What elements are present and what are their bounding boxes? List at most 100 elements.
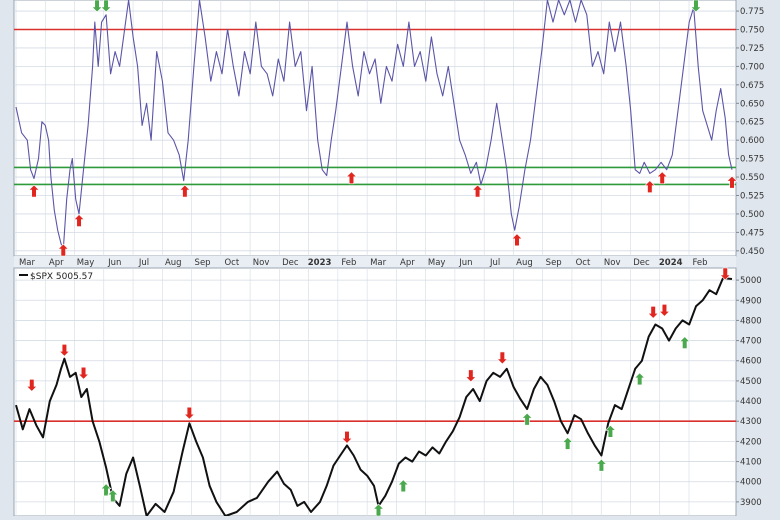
- x-month-label: Mar: [370, 258, 387, 268]
- y-tick-label: 0.600: [740, 136, 764, 146]
- x-month-label: Nov: [253, 258, 270, 268]
- green-signal-arrow: [690, 0, 702, 13]
- green-signal-arrow: [397, 479, 409, 493]
- oscillator-grid: [14, 0, 736, 256]
- green-signal-arrow: [521, 412, 533, 426]
- x-month-label: Apr: [49, 258, 64, 268]
- x-month-label: Jul: [489, 258, 500, 268]
- spx-series: [15, 277, 733, 517]
- oscillator-series: [15, 0, 733, 250]
- x-month-label: Jun: [107, 258, 121, 268]
- y-tick-label: 4800: [740, 316, 762, 326]
- x-month-label: May: [77, 258, 95, 268]
- green-signal-arrow: [678, 336, 691, 349]
- red-signal-arrow: [656, 171, 668, 185]
- oscillator-reference-lines: [14, 28, 736, 186]
- y-tick-label: 0.450: [740, 247, 764, 257]
- y-tick-label: 0.575: [740, 155, 764, 165]
- spx-signal-arrows: [26, 267, 731, 517]
- x-month-label: May: [428, 258, 446, 268]
- red-signal-arrow: [26, 379, 38, 392]
- x-month-label: Feb: [692, 258, 707, 268]
- x-month-label: Apr: [400, 258, 415, 268]
- green-signal-arrow: [100, 483, 112, 497]
- x-month-label: Feb: [341, 258, 356, 268]
- y-tick-label: 4000: [740, 478, 762, 488]
- y-tick-label: 4400: [740, 397, 762, 407]
- x-month-label: Mar: [19, 258, 36, 268]
- y-tick-label: 4900: [740, 296, 762, 306]
- red-signal-arrow: [644, 180, 656, 193]
- x-month-label: Dec: [633, 258, 650, 268]
- y-tick-label: 5000: [740, 276, 762, 286]
- red-signal-arrow: [341, 431, 353, 444]
- spx-legend-label: $SPX 5005.57: [30, 272, 93, 282]
- y-tick-label: 4300: [740, 417, 762, 427]
- month-axis-band: [14, 256, 736, 268]
- red-signal-arrow: [511, 233, 523, 247]
- red-signal-arrow: [726, 175, 738, 189]
- y-tick-label: 0.775: [740, 7, 764, 17]
- red-signal-arrow: [345, 171, 358, 185]
- y-tick-label: 4700: [740, 337, 762, 347]
- y-tick-label: 4200: [740, 437, 762, 447]
- green-signal-arrow: [107, 489, 119, 503]
- y-tick-label: 4100: [740, 458, 762, 468]
- oscillator-plot-area: [13, 0, 737, 257]
- x-month-label: Jun: [458, 258, 472, 268]
- y-tick-label: 0.475: [740, 228, 764, 238]
- spx-legend: $SPX 5005.57: [19, 272, 93, 282]
- x-month-label: 2024: [659, 258, 683, 268]
- y-tick-label: 4600: [740, 357, 762, 367]
- red-signal-arrow: [58, 343, 71, 357]
- x-month-label: Oct: [224, 258, 239, 268]
- red-signal-arrow: [647, 306, 659, 319]
- x-month-label: Sep: [195, 258, 211, 268]
- oscillator-panel: 0.450 0.475 0.500 0.525 0.550 0.575 0.600 0.625…: [13, 0, 764, 257]
- red-signal-arrow: [28, 184, 40, 198]
- red-signal-arrow: [471, 184, 484, 198]
- month-axis: Mar Apr May Jun Jul Aug Sep Oct Nov Dec 2023 Feb Mar…: [14, 256, 736, 268]
- y-tick-label: 0.550: [740, 173, 764, 183]
- y-tick-label: 0.625: [740, 118, 764, 128]
- y-tick-label: 4500: [740, 377, 762, 387]
- red-signal-arrow: [179, 184, 191, 198]
- green-signal-arrow: [595, 458, 608, 472]
- green-signal-arrow: [561, 436, 574, 450]
- x-month-label: Sep: [546, 258, 562, 268]
- green-signal-arrow: [604, 424, 617, 438]
- red-signal-arrow: [496, 351, 509, 365]
- y-tick-label: 0.725: [740, 44, 764, 54]
- y-tick-label: 0.750: [740, 26, 764, 36]
- spx-panel: 3900 4000 4100 4200 4300 4400 4500 4600 4700 4800…: [13, 267, 762, 517]
- x-month-label: Dec: [282, 258, 299, 268]
- spx-y-ticks: 3900 4000 4100 4200 4300 4400 4500 4600 4700 4800…: [736, 276, 762, 508]
- x-month-label: Aug: [165, 258, 182, 268]
- spx-plot-area: [13, 267, 737, 517]
- oscillator-y-ticks: 0.450 0.475 0.500 0.525 0.550 0.575 0.600 0.625…: [736, 7, 764, 257]
- red-signal-arrow: [658, 304, 671, 317]
- red-signal-arrow: [77, 366, 90, 380]
- red-signal-arrow: [73, 214, 85, 227]
- x-month-label: Aug: [516, 258, 533, 268]
- oscillator-signal-arrows: [28, 0, 738, 257]
- red-signal-arrow: [465, 369, 477, 383]
- y-tick-label: 0.500: [740, 210, 764, 220]
- x-month-label: Oct: [576, 258, 591, 268]
- x-month-label: Nov: [604, 258, 621, 268]
- green-signal-arrow: [100, 0, 112, 13]
- green-signal-arrow: [633, 372, 646, 386]
- y-tick-label: 3900: [740, 498, 762, 508]
- red-signal-arrow: [719, 267, 731, 281]
- series-line: [15, 277, 733, 517]
- x-month-label: 2023: [308, 258, 332, 268]
- x-month-label: Jul: [138, 258, 149, 268]
- y-tick-label: 0.650: [740, 99, 764, 109]
- series-line: [15, 0, 733, 250]
- y-tick-label: 0.525: [740, 192, 764, 202]
- y-tick-label: 0.675: [740, 81, 764, 91]
- red-signal-arrow: [183, 406, 196, 420]
- y-tick-label: 0.700: [740, 62, 764, 72]
